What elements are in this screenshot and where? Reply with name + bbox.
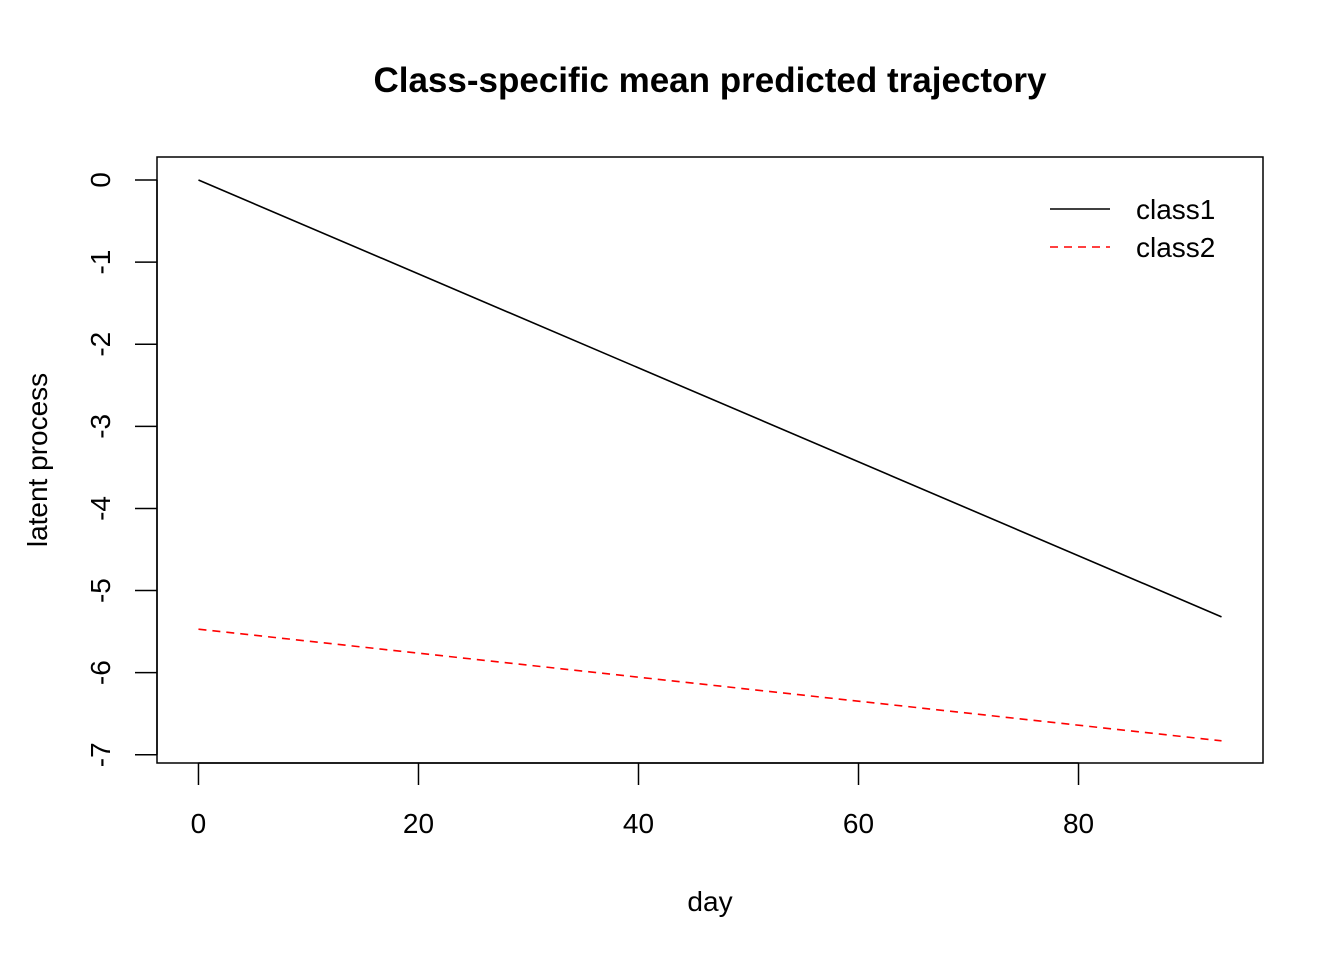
x-tick-label: 60 (843, 808, 874, 839)
legend-label-class2: class2 (1136, 232, 1215, 263)
y-tick-label: -3 (85, 414, 116, 439)
x-tick-label: 0 (191, 808, 207, 839)
y-tick-label: 0 (85, 172, 116, 188)
series-line-class1 (198, 179, 1222, 618)
chart-title: Class-specific mean predicted trajectory (373, 61, 1047, 100)
y-tick-label: -6 (85, 660, 116, 685)
y-tick-label: -5 (85, 578, 116, 603)
series-line-class2 (198, 628, 1222, 742)
y-tick-label: -2 (85, 332, 116, 357)
x-axis-label: day (687, 886, 732, 917)
y-tick-label: -1 (85, 250, 116, 275)
y-tick-label: -7 (85, 742, 116, 767)
y-axis: 0 -1 -2 -3 -4 -5 -6 -7 (85, 172, 158, 767)
x-tick-label: 80 (1063, 808, 1094, 839)
legend: class1 class2 (1050, 194, 1215, 263)
x-tick-label: 20 (403, 808, 434, 839)
series-layer (198, 179, 1222, 742)
plot-frame (156, 156, 1264, 764)
y-axis-label: latent process (22, 373, 53, 547)
y-tick-label: -4 (85, 496, 116, 521)
x-tick-label: 40 (623, 808, 654, 839)
legend-label-class1: class1 (1136, 194, 1215, 225)
x-axis: 0 20 40 60 80 (191, 762, 1094, 839)
